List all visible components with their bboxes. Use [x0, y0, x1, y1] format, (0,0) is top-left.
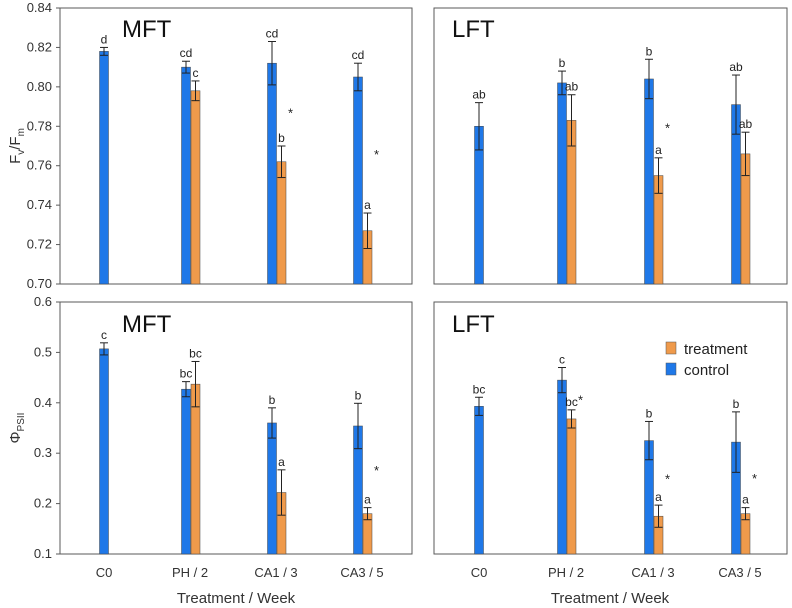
significance-star: *: [578, 393, 583, 408]
y-tick-label: 0.3: [34, 445, 52, 460]
y-tick-label: 0.74: [27, 197, 52, 212]
panel-title-top-left: MFT: [122, 16, 172, 43]
significance-letter-treatment: a: [655, 490, 662, 504]
significance-letter-control: cd: [352, 48, 365, 62]
x-tick-label: PH / 2: [548, 565, 584, 580]
bar-treatment: [190, 383, 201, 555]
significance-letter-treatment: b: [278, 131, 285, 145]
significance-letter-control: c: [559, 353, 565, 367]
significance-letter-control: b: [733, 397, 740, 411]
significance-star: *: [374, 463, 379, 478]
legend-swatch-control: [665, 362, 677, 376]
y-axis-title-bottom: ΦPSII: [7, 413, 27, 444]
y-tick-label: 0.80: [27, 79, 52, 94]
x-axis-title-left: Treatment / Week: [177, 590, 296, 607]
panel-title-bottom-right: LFT: [452, 311, 495, 338]
x-tick-label: CA3 / 5: [340, 565, 383, 580]
y-tick-label: 0.82: [27, 39, 52, 54]
bar-control: [181, 66, 191, 285]
panel-frame-top-left: [59, 7, 413, 285]
significance-letter-control: b: [269, 393, 276, 407]
significance-letter-control: c: [101, 328, 107, 342]
y-tick-label: 0.72: [27, 237, 52, 252]
y-tick-label: 0.78: [27, 118, 52, 133]
significance-star: *: [752, 471, 757, 486]
x-tick-label: CA3 / 5: [718, 565, 761, 580]
significance-letter-treatment: ab: [565, 80, 579, 94]
significance-letter-treatment: bc: [189, 346, 202, 360]
significance-letter-control: bc: [180, 367, 193, 381]
significance-letter-control: b: [646, 406, 653, 420]
y-axis-title-top-sub-m: m: [16, 128, 27, 136]
y-tick-label: 0.1: [34, 546, 52, 561]
significance-letter-control: b: [355, 388, 362, 402]
y-tick-label: 0.70: [27, 276, 52, 291]
significance-letter-treatment: a: [278, 455, 285, 469]
bar-treatment: [276, 161, 287, 285]
significance-letter-control: ab: [729, 60, 743, 74]
x-tick-label: CA1 / 3: [254, 565, 297, 580]
y-tick-label: 0.6: [34, 294, 52, 309]
bar-control: [267, 422, 277, 555]
significance-letter-treatment: a: [742, 493, 749, 507]
legend-swatch-treatment: [665, 341, 677, 355]
bar-control: [353, 76, 363, 285]
significance-letter-control: cd: [266, 27, 279, 41]
x-axis-title-right: Treatment / Week: [551, 590, 670, 607]
panel-frame-bottom-left: [59, 301, 413, 555]
significance-letter-treatment: a: [655, 143, 662, 157]
chart-marks: 0.700.720.740.760.780.800.820.84dcdccdb*…: [27, 0, 762, 580]
significance-letter-control: ab: [472, 88, 486, 102]
x-tick-label: CA1 / 3: [631, 565, 674, 580]
y-tick-label: 0.84: [27, 0, 52, 15]
y-tick-label: 0.5: [34, 344, 52, 359]
legend-label-treatment: treatment: [684, 341, 748, 358]
significance-star: *: [288, 105, 293, 120]
y-axis-title-bottom-sub: PSII: [16, 413, 27, 432]
y-tick-label: 0.76: [27, 158, 52, 173]
bar-control: [267, 62, 277, 285]
significance-letter-control: b: [559, 56, 566, 70]
significance-letter-control: bc: [473, 382, 486, 396]
significance-star: *: [665, 471, 670, 486]
bar-control: [644, 78, 654, 285]
panel-frame-top-right: [433, 7, 788, 285]
significance-letter-treatment: bc: [565, 395, 578, 409]
x-tick-label: C0: [96, 565, 113, 580]
panel-title-bottom-left: MFT: [122, 311, 172, 338]
significance-letter-treatment: a: [364, 198, 371, 212]
y-axis-title-top-slash: /F: [7, 136, 24, 149]
bar-treatment: [190, 90, 201, 285]
y-axis-title-top-sub-v: v: [16, 150, 27, 155]
x-tick-label: C0: [471, 565, 488, 580]
bar-control: [99, 51, 109, 285]
significance-letter-control: d: [101, 32, 108, 46]
bar-control: [181, 388, 191, 555]
significance-letter-treatment: ab: [739, 117, 753, 131]
significance-letter-treatment: a: [364, 493, 371, 507]
significance-letter-treatment: c: [193, 66, 199, 80]
bar-control: [99, 348, 109, 555]
x-tick-label: PH / 2: [172, 565, 208, 580]
significance-star: *: [374, 147, 379, 162]
bar-control: [474, 406, 484, 555]
legend: treatment control: [665, 341, 748, 379]
y-axis-title-top: Fv/Fm: [7, 128, 27, 164]
y-tick-label: 0.2: [34, 496, 52, 511]
y-tick-label: 0.4: [34, 395, 52, 410]
significance-star: *: [665, 120, 670, 135]
bar-treatment: [566, 418, 577, 555]
panel-title-top-right: LFT: [452, 16, 495, 43]
significance-letter-control: cd: [180, 46, 193, 60]
legend-label-control: control: [684, 362, 729, 379]
panel-frame-bottom-right: [433, 301, 788, 555]
bar-control: [557, 82, 567, 285]
significance-letter-control: b: [646, 44, 653, 58]
